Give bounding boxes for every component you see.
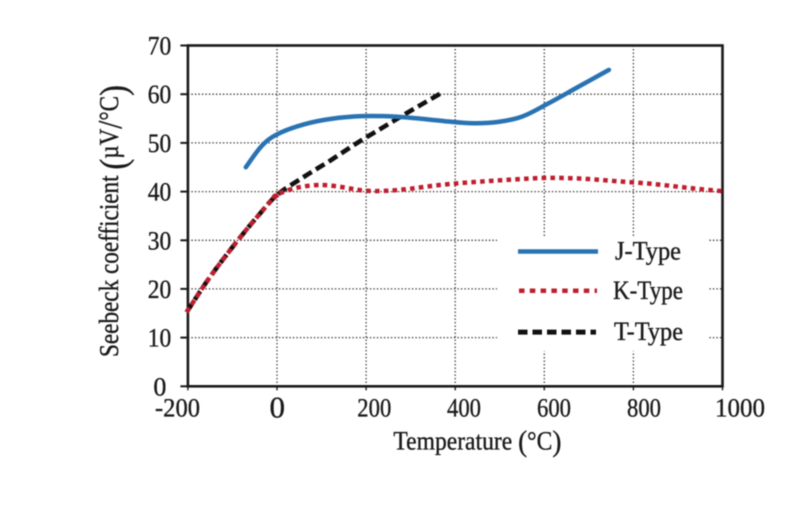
svg-text:400: 400 [447,394,481,423]
svg-text:40: 40 [148,178,172,207]
svg-text:-200: -200 [155,394,200,423]
svg-text:J-Type: J-Type [615,237,681,266]
svg-text:10: 10 [148,324,172,353]
svg-text:1000: 1000 [715,394,765,423]
svg-text:30: 30 [148,226,172,255]
svg-text:20: 20 [148,275,172,304]
svg-text:600: 600 [537,394,571,423]
svg-text:60: 60 [148,80,172,109]
svg-text:Temperature (°C): Temperature (°C) [393,425,561,458]
svg-text:0: 0 [270,390,286,425]
svg-text:800: 800 [627,394,661,423]
svg-text:200: 200 [357,394,391,423]
svg-text:K-Type: K-Type [613,276,683,305]
svg-text:50: 50 [148,129,172,158]
svg-text:T-Type: T-Type [614,317,683,346]
svg-text:0: 0 [153,372,166,401]
svg-text:70: 70 [148,32,172,61]
